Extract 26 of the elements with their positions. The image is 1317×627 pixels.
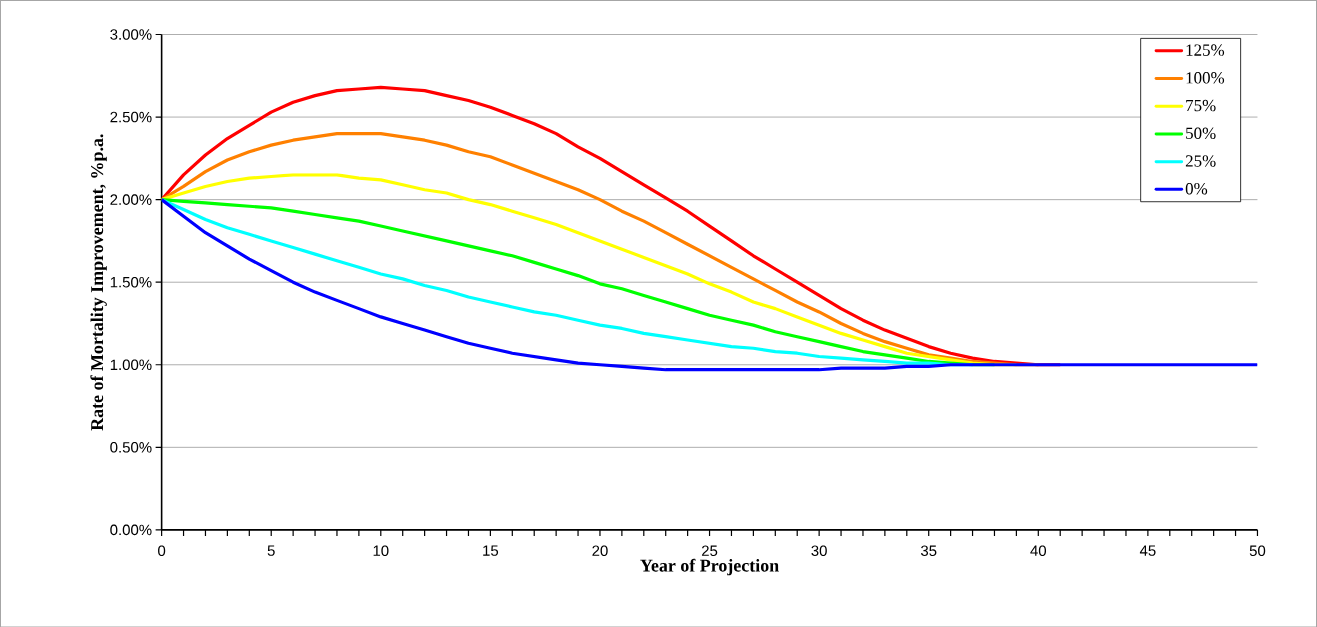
legend-label: 75%	[1186, 99, 1216, 112]
legend-label: 25%	[1185, 155, 1216, 167]
x-tick-label: 15	[483, 545, 499, 556]
x-tick-label: 50	[1249, 545, 1266, 556]
x-tick-label: 10	[373, 545, 389, 556]
legend-label: 100%	[1186, 71, 1225, 84]
y-tick-label: 2.00%	[110, 194, 152, 205]
x-tick-label: 25	[701, 545, 718, 556]
x-tick-label: 5	[267, 545, 275, 556]
y-tick-label: 1.00%	[110, 359, 152, 370]
y-tick-label: 1.50%	[110, 276, 152, 288]
x-tick-label: 20	[592, 545, 608, 556]
x-tick-label: 0	[158, 545, 166, 556]
y-tick-label: 2.50%	[110, 111, 152, 123]
x-tick-label: 30	[811, 545, 827, 556]
legend-label: 125%	[1186, 44, 1225, 56]
y-tick-label: 3.00%	[110, 28, 152, 40]
y-tick-label: 0.00%	[110, 524, 152, 535]
y-tick-label: 0.50%	[110, 441, 152, 453]
x-axis-title: Year of Projection	[640, 558, 779, 576]
legend-label: 50%	[1186, 127, 1216, 139]
x-tick-label: 35	[920, 545, 937, 556]
legend-label: 0%	[1185, 182, 1208, 195]
x-tick-label: 45	[1139, 545, 1156, 556]
x-tick-label: 40	[1030, 545, 1047, 556]
y-axis-title: Rate of Mortality Improvement, %p.a.	[90, 134, 107, 431]
